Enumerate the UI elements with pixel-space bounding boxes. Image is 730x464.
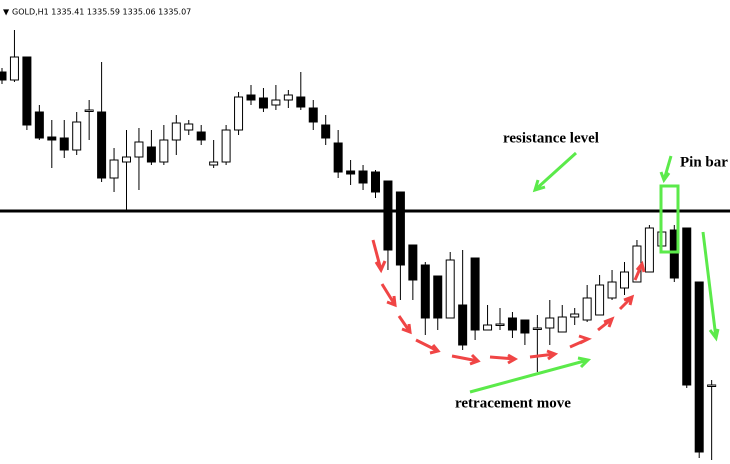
candle-body bbox=[520, 319, 530, 334]
candle-body bbox=[122, 156, 131, 163]
candle-body bbox=[507, 317, 517, 331]
candle-body bbox=[532, 327, 542, 330]
candle-body bbox=[258, 97, 268, 109]
candle-body bbox=[408, 244, 418, 281]
green-marks bbox=[469, 151, 720, 394]
candle-body bbox=[209, 161, 219, 166]
candle-body bbox=[644, 227, 654, 273]
candle-body bbox=[234, 96, 244, 131]
candle-body bbox=[395, 191, 405, 266]
candle-body bbox=[433, 275, 443, 319]
candle-body bbox=[308, 107, 318, 123]
candle-body bbox=[59, 137, 69, 151]
candle-body bbox=[47, 136, 57, 141]
candle-body bbox=[184, 123, 194, 131]
candle-body bbox=[707, 384, 717, 387]
candle-body bbox=[296, 96, 306, 108]
menu-icon: ▼ bbox=[3, 8, 10, 17]
candle-body bbox=[84, 109, 94, 112]
candle-body bbox=[271, 99, 281, 106]
candle-body bbox=[495, 323, 505, 326]
candle-body bbox=[420, 264, 430, 319]
candle-body bbox=[72, 121, 82, 151]
candle-body bbox=[458, 304, 468, 346]
annotation: resistance level bbox=[503, 130, 599, 146]
candle-body bbox=[582, 297, 592, 321]
candle-body bbox=[607, 281, 617, 299]
candle-body bbox=[221, 129, 231, 163]
candle-body bbox=[97, 111, 107, 179]
candle-body bbox=[445, 259, 455, 319]
candle-body bbox=[557, 316, 567, 333]
annotation: retracement move bbox=[455, 395, 571, 411]
candle-body bbox=[595, 284, 605, 316]
candle-body bbox=[9, 56, 19, 81]
candle-body bbox=[109, 159, 119, 179]
candle-body bbox=[470, 257, 480, 331]
candle-body bbox=[22, 56, 32, 126]
annotation: Pin bar bbox=[680, 154, 728, 170]
candle-body bbox=[570, 313, 580, 318]
candle-body bbox=[694, 281, 704, 453]
candle-body bbox=[383, 180, 393, 251]
candle-body bbox=[321, 124, 331, 139]
candle-body bbox=[483, 324, 493, 331]
candle-body bbox=[371, 171, 380, 193]
candle-body bbox=[159, 139, 169, 163]
candle-body bbox=[346, 170, 356, 175]
chart-title: GOLD,H1 1335.41 1335.59 1335.06 1335.07 bbox=[12, 8, 191, 17]
candle-body bbox=[134, 141, 144, 158]
candle-body bbox=[34, 111, 44, 139]
candle-body bbox=[283, 94, 293, 101]
candle-body bbox=[171, 122, 181, 141]
candle-body bbox=[545, 317, 555, 329]
candle-body bbox=[682, 227, 692, 386]
candle-body bbox=[620, 271, 629, 289]
candle-body bbox=[358, 170, 368, 184]
retracement-arrows bbox=[371, 239, 646, 366]
candle-body bbox=[0, 71, 7, 81]
candle-body bbox=[669, 229, 679, 279]
candle-body bbox=[146, 146, 156, 163]
candle-body bbox=[333, 142, 343, 173]
candle-body bbox=[196, 131, 206, 141]
candle-body bbox=[246, 94, 256, 101]
